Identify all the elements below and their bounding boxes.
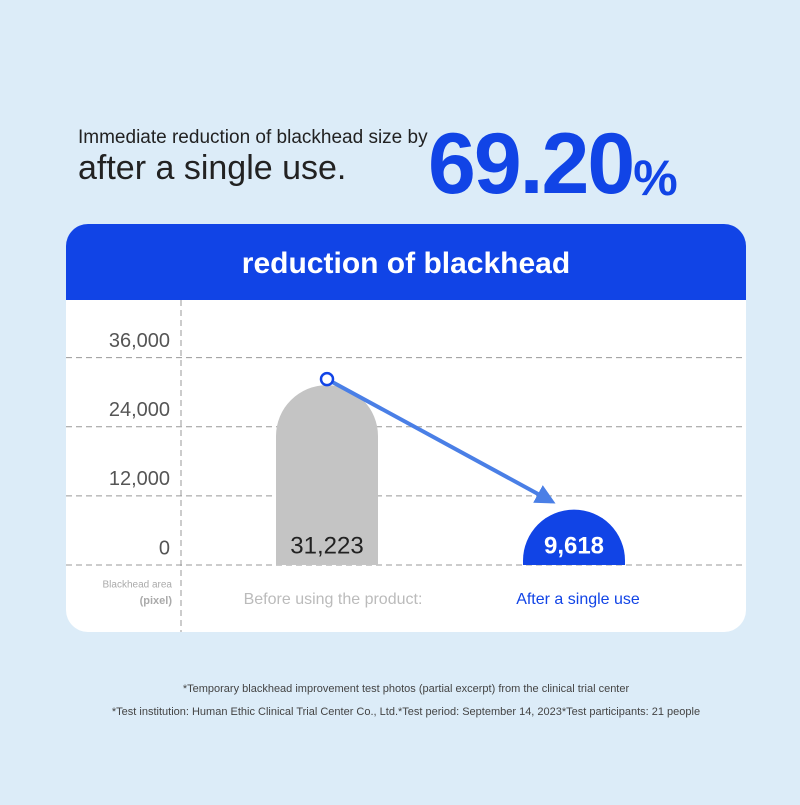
trend-arrow [326,377,556,504]
y-tick-label: 36,000 [109,330,170,352]
y-tick-label: 0 [159,537,170,559]
trend-start [319,371,335,387]
figure-unit: % [633,150,677,206]
value-label: 9,618 [544,532,604,559]
headline-line2: after a single use. [78,149,346,187]
bar [276,385,378,565]
card-header [66,224,746,300]
x-tick-label: Before using the product: [244,591,423,608]
bar [523,509,625,565]
y-tick-label: 12,000 [109,468,170,490]
headline-figure: 69.20% [428,116,677,212]
y-tick-label: 24,000 [109,399,170,421]
y-axis-unit: (pixel) [140,595,173,607]
footnote: *Test institution: Human Ethic Clinical … [112,706,700,718]
card [66,224,746,632]
value-label: 31,223 [290,532,363,559]
y-axis-label: Blackhead area [103,580,173,591]
footnote: *Temporary blackhead improvement test ph… [183,683,630,695]
x-tick-label: After a single use [516,591,640,608]
headline-line1: Immediate reduction of blackhead size by [78,127,428,148]
figure-number: 69.20 [428,116,633,212]
chart-title: reduction of blackhead [242,247,570,280]
